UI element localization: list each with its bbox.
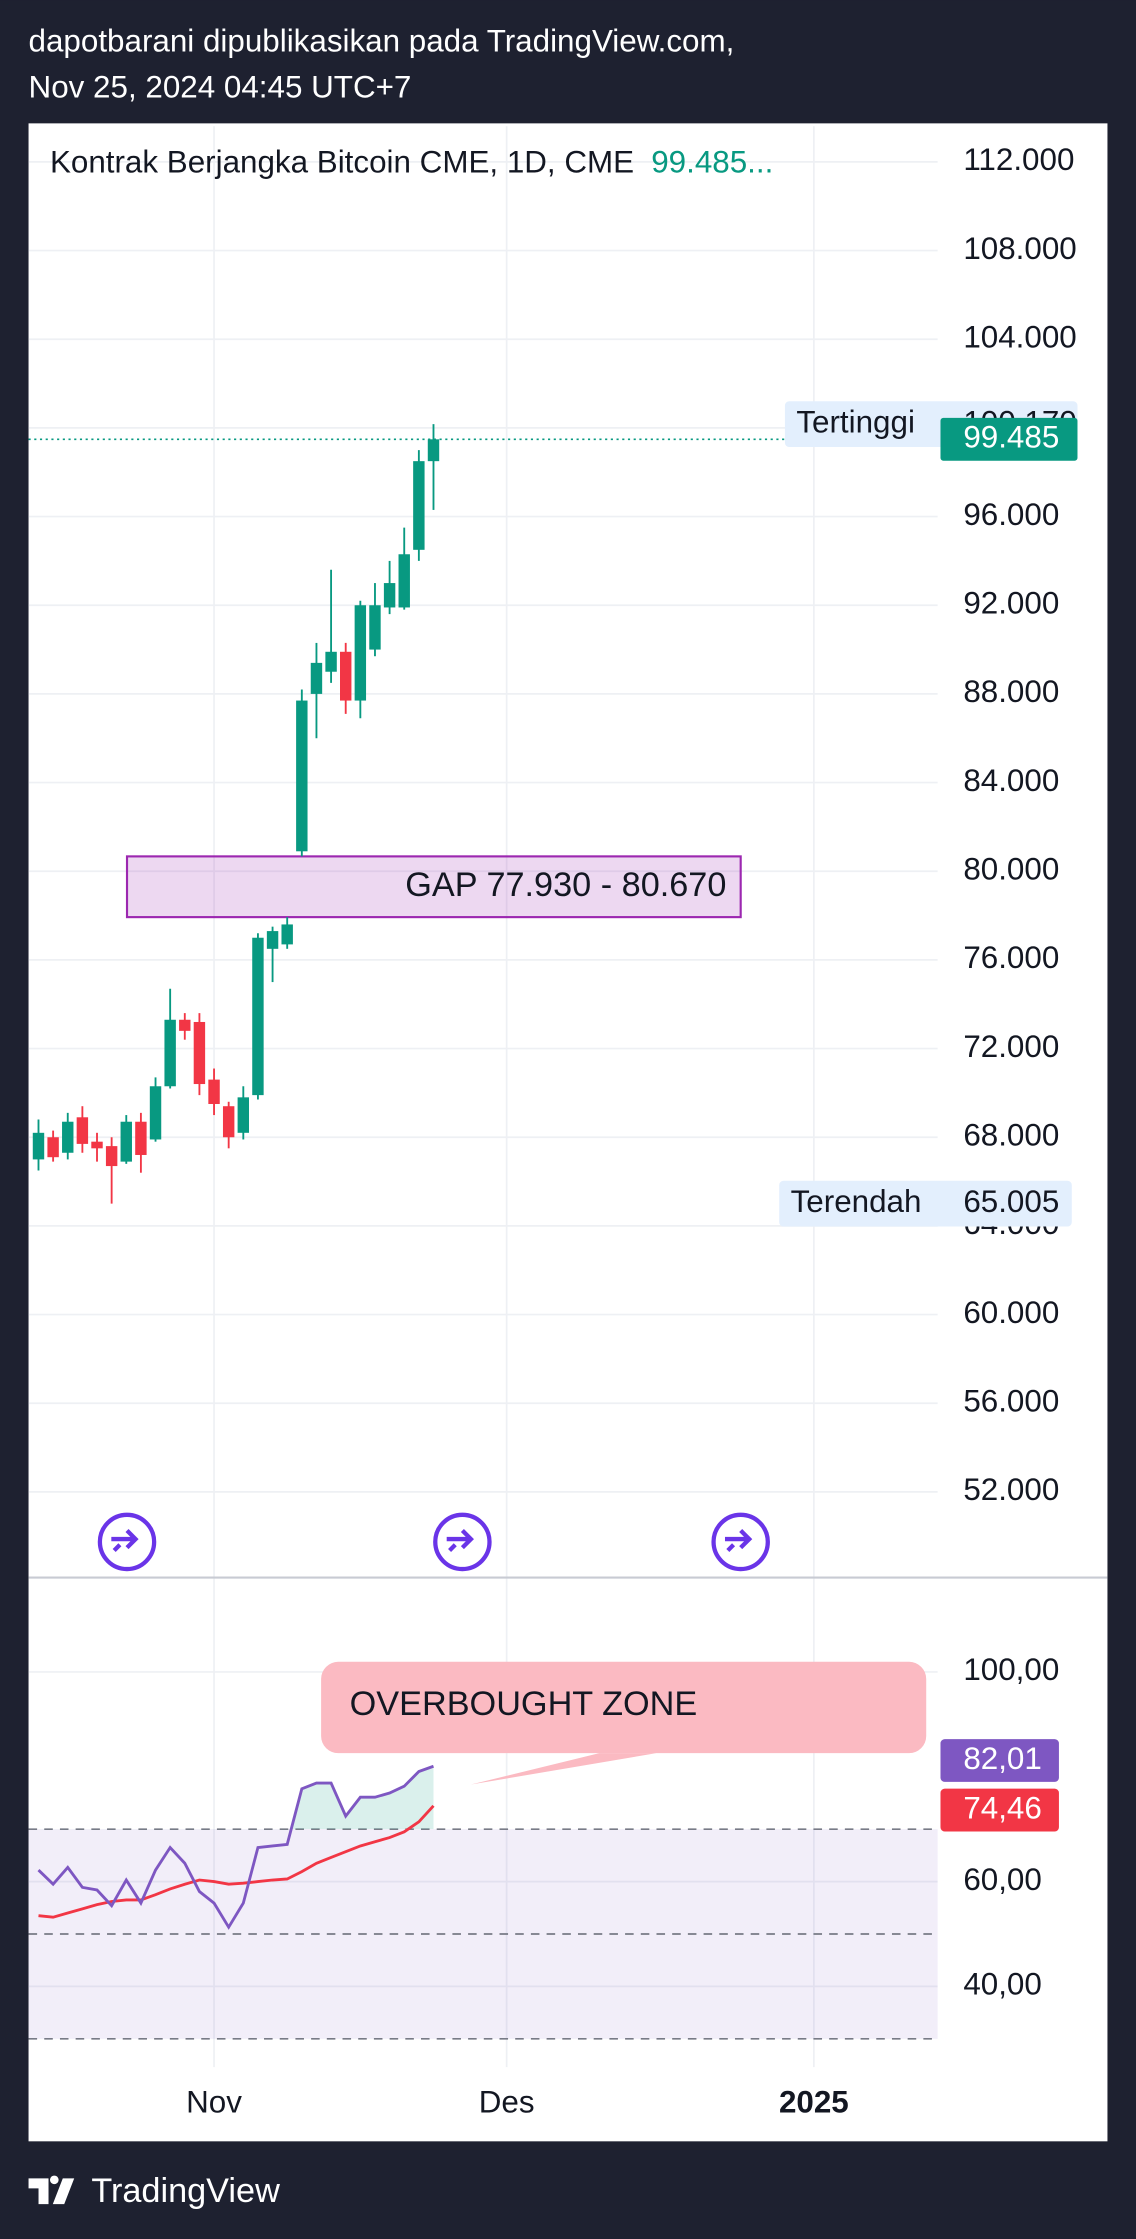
- callout-box: [321, 1661, 927, 1754]
- y-tick-label: 80.000: [963, 852, 1059, 887]
- candle-body: [222, 1106, 235, 1138]
- marker-label: Tertinggi: [796, 404, 915, 439]
- y-tick-label: 40,00: [963, 1967, 1042, 2002]
- x-tick-label: Des: [479, 2085, 535, 2120]
- rsi-line: [38, 1804, 435, 1919]
- chart-layer: NovDes202552.00056.00060.00064.00068.000…: [28, 126, 1078, 2120]
- event-icon[interactable]: [97, 1512, 157, 1572]
- candle-body: [413, 461, 425, 550]
- candle-body: [76, 1117, 89, 1144]
- symbol-legend: Kontrak Berjangka Bitcoin CME, 1D, CME 99…: [50, 145, 773, 180]
- y-tick-label: 60.000: [963, 1295, 1059, 1330]
- candle-body: [325, 651, 337, 672]
- candle-body: [149, 1086, 162, 1140]
- x-tick-label: 2025: [779, 2085, 849, 2120]
- last-price-label: 99.485: [963, 420, 1059, 455]
- candle-body: [310, 662, 323, 694]
- candle-body: [237, 1097, 250, 1133]
- candle-body: [252, 937, 264, 1096]
- y-tick-label: 68.000: [963, 1118, 1059, 1153]
- legend-value: 99.485...: [651, 145, 773, 180]
- candle-body: [266, 931, 279, 949]
- event-icons: [97, 1512, 770, 1572]
- event-icon[interactable]: [433, 1512, 492, 1572]
- author-line: dapotbarani dipublikasikan pada TradingV…: [29, 24, 735, 59]
- chart-panel: [28, 123, 1108, 2142]
- y-tick-label: 72.000: [963, 1029, 1059, 1064]
- candle-body: [164, 1019, 176, 1087]
- y-tick-label: 92.000: [963, 586, 1059, 621]
- candle-body: [354, 605, 367, 701]
- y-tick-label: 100,00: [963, 1652, 1059, 1687]
- candle-body: [135, 1121, 147, 1155]
- candle-body: [281, 924, 293, 945]
- y-tick-label: 88.000: [963, 674, 1059, 709]
- candle-body: [62, 1121, 74, 1153]
- last-price-tag: [940, 417, 1078, 461]
- marker-label: Terendah: [791, 1184, 922, 1219]
- timestamp: Nov 25, 2024 04:45 UTC+7: [29, 69, 412, 104]
- last-value-tag: [940, 1739, 1059, 1782]
- candle-body: [105, 1146, 118, 1167]
- last-value-tag: [940, 1788, 1059, 1832]
- y-tick-label: 84.000: [963, 763, 1059, 798]
- candle-body: [296, 700, 308, 852]
- overbought-callout: OVERBOUGHT ZONE: [321, 1661, 927, 1785]
- callout-text: OVERBOUGHT ZONE: [350, 1685, 698, 1723]
- last-value-label: 74,46: [963, 1790, 1042, 1825]
- event-icon[interactable]: [711, 1512, 770, 1572]
- symbol-title: Kontrak Berjangka Bitcoin CME, 1D, CME: [50, 145, 634, 180]
- y-tick-label: 76.000: [963, 940, 1059, 975]
- brand: TradingView: [91, 2172, 280, 2210]
- y-tick-label: 60,00: [963, 1862, 1042, 1897]
- y-tick-label: 108.000: [963, 231, 1076, 266]
- gap-box: [125, 855, 742, 919]
- y-tick-label: 56.000: [963, 1384, 1059, 1419]
- candle-body: [383, 583, 396, 608]
- rsi-line: [37, 1764, 434, 1930]
- gap-label: GAP 77.930 - 80.670: [405, 866, 726, 904]
- y-tick-label: 112.000: [963, 142, 1074, 177]
- logo-mark: [28, 2175, 75, 2205]
- y-tick-label: 104.000: [963, 320, 1076, 355]
- candle-body: [398, 554, 410, 608]
- last-value-label: 82,01: [963, 1741, 1042, 1776]
- overbought-fill: [38, 1766, 434, 1830]
- y-tick-label: 96.000: [963, 497, 1059, 532]
- candle-body: [193, 1021, 206, 1085]
- candle-body: [91, 1141, 103, 1149]
- marker-value: 65.005: [963, 1184, 1059, 1219]
- candle-body: [47, 1137, 59, 1158]
- candle-body: [32, 1132, 45, 1160]
- candle-body: [179, 1019, 191, 1031]
- candle-body: [340, 651, 352, 701]
- x-tick-label: Nov: [186, 2085, 242, 2120]
- candle-body: [208, 1079, 220, 1104]
- y-tick-label: 52.000: [963, 1472, 1059, 1507]
- logo: TradingView: [28, 2172, 280, 2210]
- candle-body: [369, 605, 381, 650]
- candle-body: [427, 439, 440, 462]
- marker-bg: [779, 1180, 1072, 1227]
- candle-body: [120, 1121, 132, 1162]
